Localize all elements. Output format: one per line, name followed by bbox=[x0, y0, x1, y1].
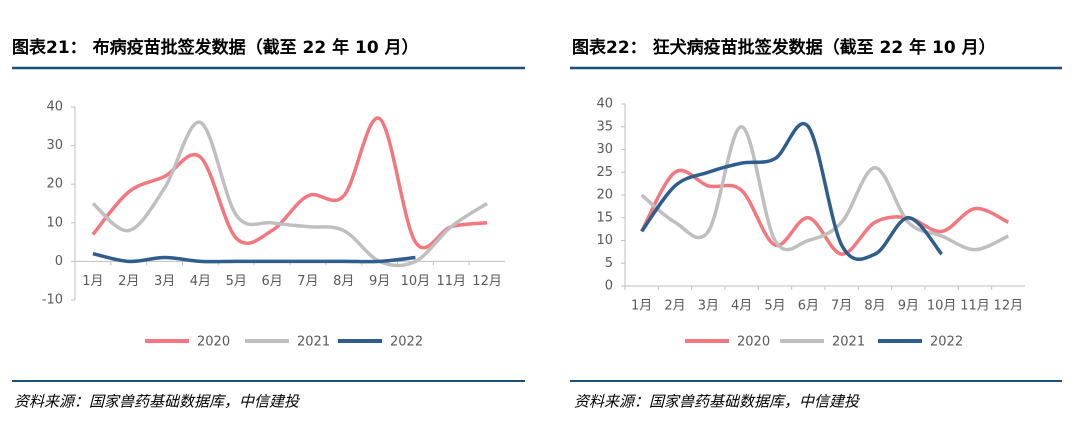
x-tick-label: 5月 bbox=[764, 299, 785, 314]
x-tick-label: 5月 bbox=[226, 274, 247, 289]
x-tick-label: 7月 bbox=[831, 299, 852, 314]
y-tick-label: 30 bbox=[46, 138, 63, 153]
legend-label: 2022 bbox=[930, 335, 963, 350]
y-tick-label: 10 bbox=[596, 233, 613, 248]
x-tick-label: 6月 bbox=[261, 274, 282, 289]
x-tick-label: 2月 bbox=[118, 274, 139, 289]
y-tick-label: 35 bbox=[596, 119, 613, 134]
y-tick-label: 5 bbox=[605, 256, 613, 271]
y-tick-label: 15 bbox=[596, 210, 613, 225]
y-tick-label: 40 bbox=[596, 97, 613, 112]
chart-title: 图表22： 狂犬病疫苗批签发数据（截至 22 年 10 月） bbox=[572, 37, 996, 58]
x-tick-label: 6月 bbox=[798, 299, 819, 314]
y-tick-label: 20 bbox=[596, 188, 613, 203]
y-tick-label: 0 bbox=[605, 279, 613, 294]
legend-label: 2021 bbox=[832, 335, 865, 350]
x-tick-label: 11月 bbox=[960, 299, 990, 314]
x-tick-label: 12月 bbox=[994, 299, 1024, 314]
source: 资料来源：国家兽药基础数据库，中信建投 bbox=[574, 393, 861, 411]
series-line bbox=[91, 120, 489, 268]
legend-label: 2021 bbox=[297, 335, 330, 350]
y-tick-label: 10 bbox=[46, 215, 63, 230]
x-tick-label: 2月 bbox=[664, 299, 685, 314]
x-tick-label: 3月 bbox=[698, 299, 719, 314]
x-tick-label: 12月 bbox=[472, 274, 502, 289]
chart-title: 图表21： 布病疫苗批签发数据（截至 22 年 10 月） bbox=[12, 37, 419, 58]
source: 资料来源：国家兽药基础数据库，中信建投 bbox=[14, 393, 301, 411]
x-tick-label: 7月 bbox=[297, 274, 318, 289]
y-tick-label: 20 bbox=[46, 177, 63, 192]
y-tick-label: 40 bbox=[46, 100, 63, 115]
x-tick-label: 8月 bbox=[864, 299, 885, 314]
x-tick-label: 11月 bbox=[436, 274, 466, 289]
x-tick-label: 3月 bbox=[154, 274, 175, 289]
x-tick-label: 1月 bbox=[631, 299, 652, 314]
x-tick-label: 10月 bbox=[401, 274, 431, 289]
y-tick-label: 0 bbox=[55, 254, 63, 269]
x-tick-label: 1月 bbox=[82, 274, 103, 289]
series-line bbox=[640, 122, 944, 262]
legend-label: 2020 bbox=[737, 335, 770, 350]
series-line bbox=[640, 125, 1010, 252]
x-tick-label: 4月 bbox=[731, 299, 752, 314]
x-tick-label: 9月 bbox=[898, 299, 919, 314]
series-line bbox=[91, 116, 488, 250]
x-tick-label: 4月 bbox=[190, 274, 211, 289]
y-tick-label: 30 bbox=[596, 142, 613, 157]
series-line bbox=[92, 251, 416, 264]
y-tick-label: 25 bbox=[596, 165, 613, 180]
y-tick-label: -10 bbox=[42, 293, 63, 308]
x-tick-label: 10月 bbox=[927, 299, 957, 314]
x-tick-label: 9月 bbox=[369, 274, 390, 289]
series-line bbox=[640, 168, 1010, 256]
legend-label: 2022 bbox=[390, 335, 423, 350]
x-tick-label: 8月 bbox=[333, 274, 354, 289]
legend-label: 2020 bbox=[197, 335, 230, 350]
